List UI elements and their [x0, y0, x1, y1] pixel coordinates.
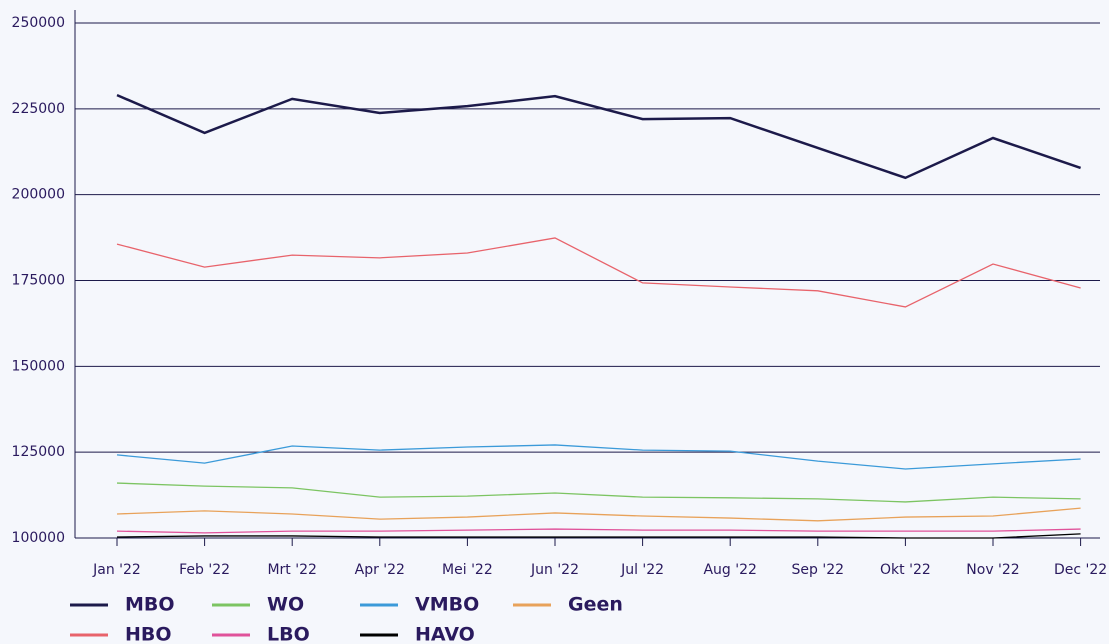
series-line [116, 482, 1081, 503]
legend-label: HAVO [415, 624, 475, 644]
x-tick-label: Aug '22 [703, 562, 756, 578]
legend-label: VMBO [415, 594, 479, 616]
x-tick-label: Feb '22 [179, 562, 230, 578]
y-tick-label: 250000 [12, 15, 65, 31]
legend-label: WO [267, 594, 304, 616]
x-tick-label: Nov '22 [966, 562, 1019, 578]
x-tick-label: Apr '22 [355, 562, 405, 578]
legend-label: HBO [125, 624, 172, 644]
series-line [116, 507, 1081, 522]
x-tick-label: Jan '22 [92, 562, 141, 578]
series-line [116, 444, 1081, 470]
legend-label: LBO [267, 624, 310, 644]
series-line [116, 528, 1081, 534]
series-line [116, 93, 1082, 180]
x-tick-label: Mei '22 [442, 562, 493, 578]
y-tick-label: 225000 [12, 101, 65, 117]
y-tick-label: 125000 [12, 444, 65, 460]
x-tick-label: Okt '22 [880, 562, 931, 578]
legend-label: MBO [125, 594, 175, 616]
x-tick-label: Dec '22 [1054, 562, 1107, 578]
legend-label: Geen [568, 594, 623, 616]
x-tick-label: Mrt '22 [267, 562, 316, 578]
x-tick-label: Sep '22 [792, 562, 845, 578]
y-tick-label: 200000 [12, 187, 65, 203]
x-tick-label: Jul '22 [620, 562, 664, 578]
y-tick-label: 175000 [12, 273, 65, 289]
y-tick-label: 100000 [12, 530, 65, 546]
y-tick-label: 150000 [12, 358, 65, 374]
x-tick-label: Jun '22 [530, 562, 579, 578]
series-line [116, 237, 1081, 308]
series-line [116, 533, 1081, 539]
